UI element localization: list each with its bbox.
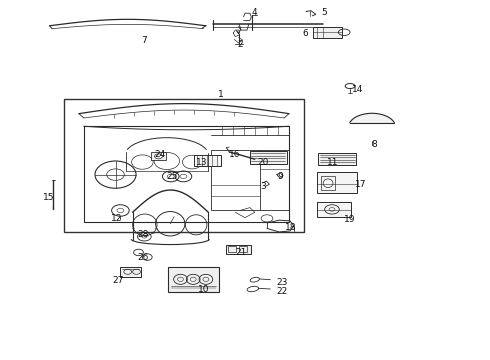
Bar [321,176,335,190]
Text: 20: 20 [257,158,269,167]
Bar [318,153,356,165]
Bar [314,27,342,38]
Bar [211,149,260,211]
Text: 8: 8 [371,140,377,149]
Text: 9: 9 [278,172,284,181]
Text: 27: 27 [113,276,124,285]
Text: 25: 25 [167,172,178,181]
Bar [250,151,287,164]
Text: 2: 2 [237,40,243,49]
Text: 11: 11 [327,158,338,167]
Text: 26: 26 [137,253,148,262]
Text: 1: 1 [218,90,223,99]
Text: 21: 21 [235,248,246,257]
Text: 24: 24 [154,150,166,159]
Text: 19: 19 [344,215,355,224]
Bar [194,155,220,166]
Text: 3: 3 [260,182,266,191]
Text: 5: 5 [321,8,326,17]
Text: 22: 22 [276,287,288,296]
Bar [318,172,357,193]
Text: 23: 23 [276,278,288,287]
Text: 28: 28 [137,230,148,239]
Bar [121,267,141,277]
Text: 16: 16 [228,150,240,159]
Text: 10: 10 [198,285,210,294]
Bar [239,246,247,252]
Text: 17: 17 [355,180,366,189]
Bar [226,244,251,253]
Text: 18: 18 [285,223,296,232]
Polygon shape [350,113,394,123]
Text: 7: 7 [142,36,147,45]
Text: 13: 13 [196,158,207,167]
Text: 14: 14 [352,85,364,94]
Text: 12: 12 [111,214,122,223]
Text: 6: 6 [302,29,308,38]
Bar [64,99,304,232]
Bar [318,202,350,217]
Text: 15: 15 [43,193,54,202]
Text: 4: 4 [251,8,257,17]
Bar [228,246,236,252]
Bar [151,152,166,160]
Bar [168,267,219,292]
